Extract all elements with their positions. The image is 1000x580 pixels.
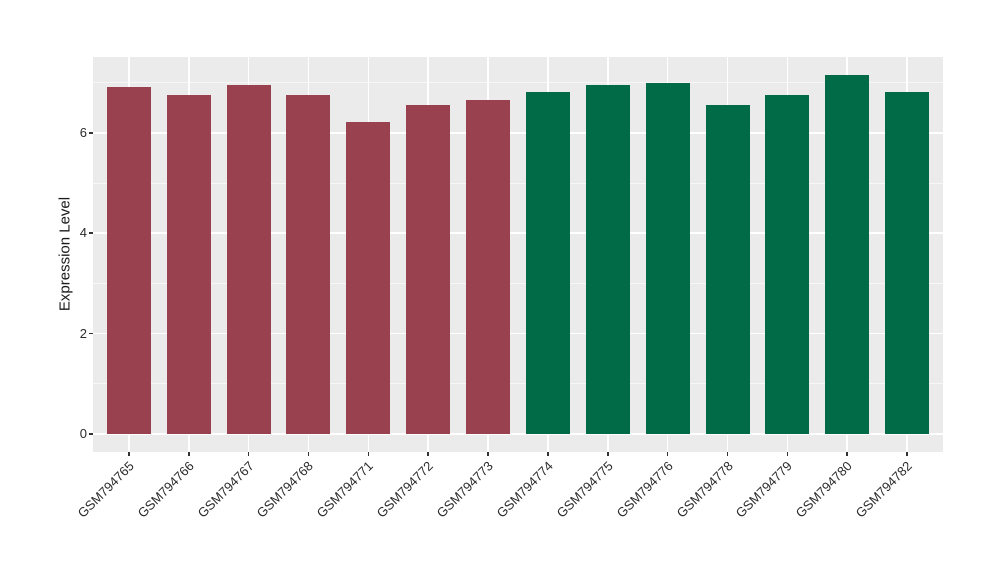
x-tick-mark [307,452,310,456]
bar-GSM794773 [466,99,511,434]
bar-GSM794778 [705,105,750,434]
bar-GSM794779 [765,95,810,434]
x-tick-label-text: GSM794766 [134,458,197,521]
gridline-major-horizontal [93,132,943,134]
bar-GSM794765 [106,87,151,434]
bar-GSM794767 [226,84,271,434]
y-tick-mark [89,433,93,435]
bar-GSM794782 [885,91,930,434]
x-tick-label-text: GSM794773 [433,458,496,521]
gridline-major-horizontal [93,232,943,234]
x-tick-label-text: GSM794765 [74,458,137,521]
plot-panel [93,57,943,452]
bar-GSM794772 [406,104,451,434]
y-axis-title-text: Expression Level [56,196,74,312]
x-tick-mark [547,452,549,456]
x-tick-mark [188,452,190,456]
x-tick-label-text: GSM794779 [733,458,796,521]
gridline-minor-horizontal [93,82,943,84]
bar-GSM794775 [585,84,630,434]
x-tick-label-text: GSM794772 [373,458,437,521]
y-tick-mark [89,232,93,234]
x-tick-label-text: GSM794771 [314,458,377,521]
bar-GSM794780 [825,74,870,434]
bar-GSM794776 [645,82,690,434]
x-tick-label-text: GSM794782 [852,458,915,521]
y-tick-label: 0 [79,426,87,441]
x-tick-label-text: GSM794776 [613,458,676,521]
x-tick-label-text: GSM794775 [553,458,616,521]
x-tick-mark [247,452,250,456]
bar-GSM794768 [286,94,331,434]
bar-GSM794771 [346,121,391,434]
bar-GSM794774 [525,91,570,434]
x-tick-mark [607,452,609,456]
bar-GSM794766 [166,94,211,434]
gridline-minor-horizontal [93,182,943,184]
x-tick-label-text: GSM794767 [194,458,257,521]
x-tick-mark [367,452,370,456]
x-tick-label-text: GSM794780 [792,458,856,521]
x-tick-mark [846,452,848,456]
y-tick-mark [89,332,93,335]
x-tick-label-text: GSM794768 [254,458,317,521]
gridline-major-horizontal [93,332,943,335]
x-tick-mark [487,452,489,456]
x-tick-label-text: GSM794774 [493,458,556,521]
y-tick-mark [89,132,93,134]
y-tick-label: 2 [79,325,87,341]
x-tick-mark [128,452,130,456]
gridline-minor-horizontal [93,282,943,284]
gridline-major-horizontal [93,433,943,435]
x-tick-mark [786,452,789,456]
x-tick-mark [666,452,669,456]
y-tick-label: 4 [79,225,87,241]
y-tick-label: 6 [79,124,87,140]
gridline-minor-horizontal [93,383,943,385]
x-tick-label-text: GSM794778 [673,458,736,521]
x-tick-mark [906,452,908,456]
x-tick-mark [726,452,729,456]
x-tick-mark [427,452,429,456]
